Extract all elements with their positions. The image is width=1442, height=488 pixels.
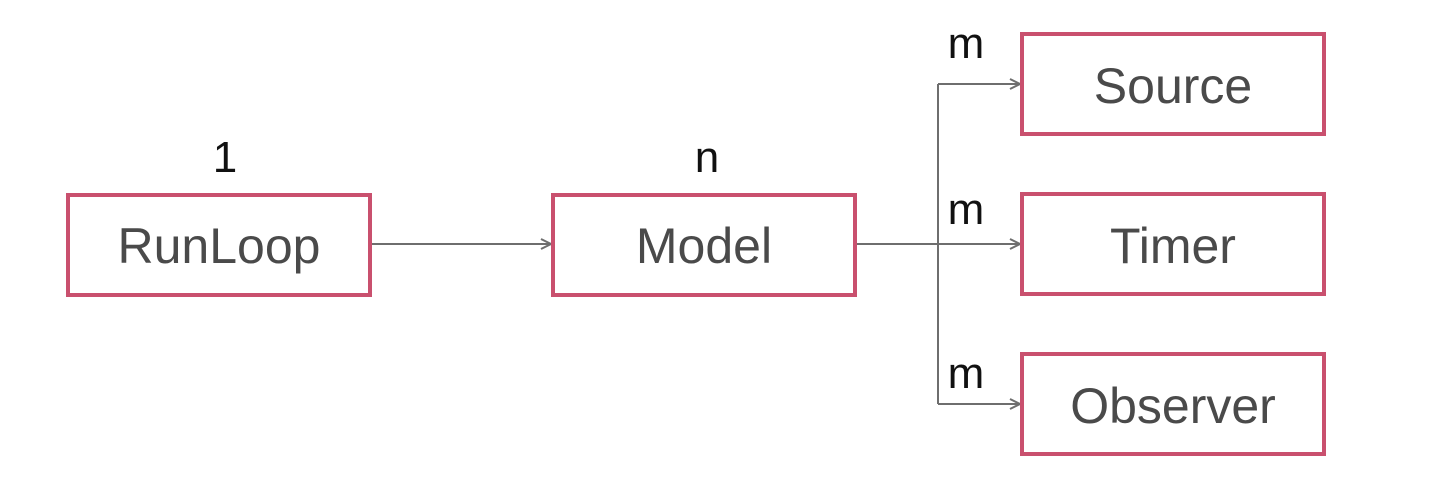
node-source-box bbox=[1020, 32, 1326, 136]
node-source: Source bbox=[1020, 32, 1326, 136]
node-source-label: Source bbox=[1094, 58, 1252, 114]
node-model-box bbox=[551, 193, 857, 297]
node-observer: Observer bbox=[1020, 352, 1326, 456]
node-timer-box bbox=[1020, 192, 1326, 296]
node-runloop: RunLoop bbox=[66, 193, 372, 297]
node-observer-label: Observer bbox=[1070, 378, 1276, 434]
node-observer-box bbox=[1020, 352, 1326, 456]
node-timer-label: Timer bbox=[1110, 218, 1236, 274]
multiplicity-source: m bbox=[948, 19, 985, 68]
multiplicity-model: n bbox=[695, 133, 719, 182]
multiplicity-observer: m bbox=[948, 349, 985, 398]
node-timer: Timer bbox=[1020, 192, 1326, 296]
node-runloop-box bbox=[66, 193, 372, 297]
node-model-label: Model bbox=[636, 218, 772, 274]
multiplicity-timer: m bbox=[948, 185, 985, 234]
node-runloop-label: RunLoop bbox=[118, 218, 321, 274]
node-model: Model bbox=[551, 193, 857, 297]
multiplicity-runloop: 1 bbox=[213, 133, 237, 182]
